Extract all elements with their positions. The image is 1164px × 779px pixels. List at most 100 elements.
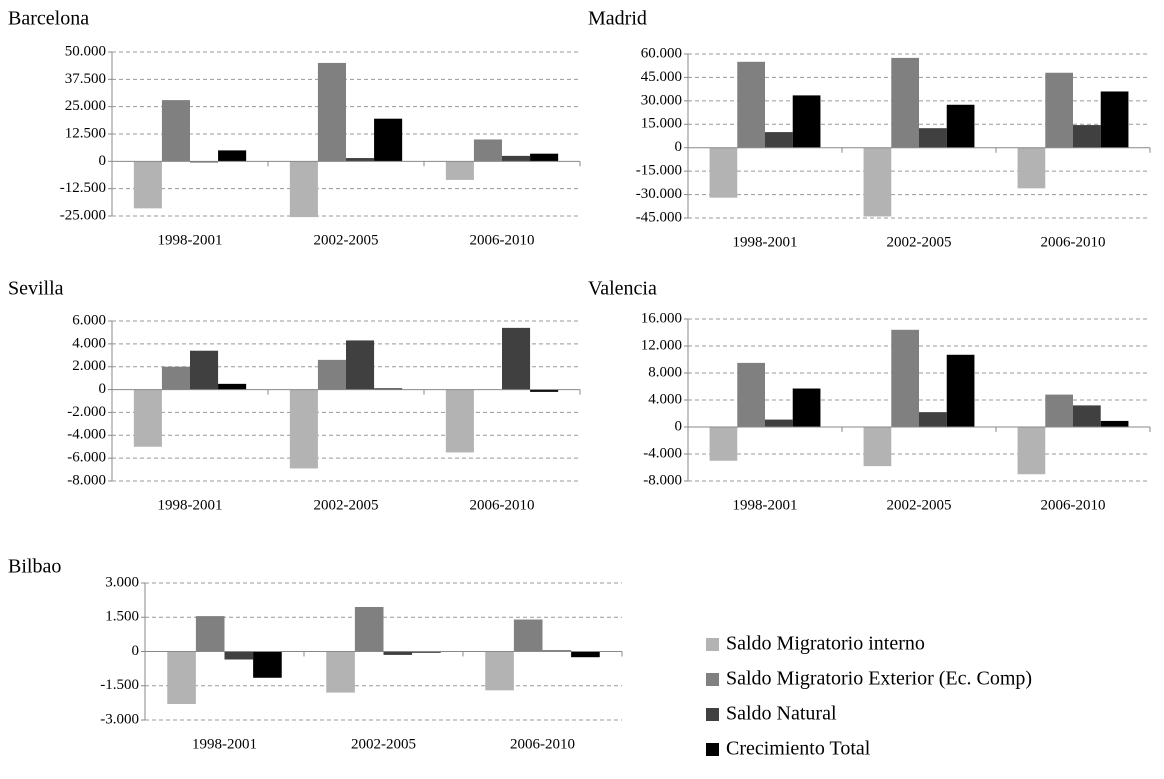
bar xyxy=(1073,405,1101,427)
legend-swatch xyxy=(706,638,719,651)
legend-label: Saldo Migratorio Exterior (Ec. Comp) xyxy=(726,668,1032,690)
bar xyxy=(513,619,543,652)
bar xyxy=(891,329,919,427)
y-tick-label: 16.000 xyxy=(641,310,682,326)
chart-title: Valencia xyxy=(588,278,657,300)
bar xyxy=(571,651,600,658)
bar xyxy=(195,616,225,652)
y-tick-label: 4.000 xyxy=(648,391,682,407)
y-tick-label: 0 xyxy=(99,381,107,397)
y-tick-label: 12.500 xyxy=(65,125,106,141)
x-tick-label: 1998-2001 xyxy=(158,232,223,248)
bar xyxy=(737,362,765,427)
bar xyxy=(1045,394,1073,427)
x-tick-label: 2006-2010 xyxy=(470,497,535,513)
y-tick-label: -30.000 xyxy=(636,186,682,202)
chart-title: Bilbao xyxy=(8,556,61,578)
bar xyxy=(709,147,738,198)
bar xyxy=(289,389,318,469)
bar xyxy=(224,651,254,660)
bar xyxy=(445,389,474,453)
bar xyxy=(326,651,355,693)
bar xyxy=(133,389,162,447)
bar xyxy=(383,651,413,655)
bar xyxy=(765,419,793,427)
bar xyxy=(485,651,514,691)
bar xyxy=(792,388,821,427)
bar xyxy=(709,427,738,461)
x-tick-label: 1998-2001 xyxy=(733,234,798,250)
bar xyxy=(253,651,282,678)
x-tick-label: 2002-2005 xyxy=(887,497,952,513)
x-tick-label: 2006-2010 xyxy=(510,736,575,752)
y-tick-label: -2.000 xyxy=(67,404,106,420)
bar xyxy=(167,651,196,705)
bar xyxy=(946,354,975,427)
bar xyxy=(1017,427,1046,475)
x-tick-label: 2002-2005 xyxy=(887,234,952,250)
y-tick-label: 0 xyxy=(675,139,683,155)
bar xyxy=(946,104,975,148)
y-tick-label: 0 xyxy=(132,643,140,659)
bar xyxy=(919,412,947,427)
y-tick-label: 6.000 xyxy=(72,312,106,328)
y-tick-label: -12.500 xyxy=(60,180,106,196)
legend-swatch xyxy=(706,673,719,686)
bar xyxy=(792,95,821,148)
y-tick-label: 12.000 xyxy=(641,337,682,353)
y-tick-label: 15.000 xyxy=(641,116,682,132)
bar xyxy=(1017,147,1046,189)
y-tick-label: 60.000 xyxy=(641,45,682,61)
x-tick-label: 1998-2001 xyxy=(733,497,798,513)
y-tick-label: 0 xyxy=(675,418,683,434)
bar xyxy=(317,359,346,390)
bar xyxy=(346,340,375,390)
bar xyxy=(374,118,403,162)
x-tick-label: 2006-2010 xyxy=(1041,497,1106,513)
y-tick-label: 8.000 xyxy=(648,364,682,380)
y-tick-label: -15.000 xyxy=(636,163,682,179)
bar xyxy=(133,161,162,209)
y-tick-label: -6.000 xyxy=(67,450,106,466)
legend-swatch xyxy=(706,708,719,721)
y-tick-label: -8.000 xyxy=(643,472,682,488)
bar xyxy=(161,366,190,390)
y-tick-label: 2.000 xyxy=(72,358,106,374)
bar xyxy=(218,383,247,390)
bar xyxy=(412,651,441,653)
x-tick-label: 1998-2001 xyxy=(192,736,257,752)
bar xyxy=(289,161,318,218)
bar xyxy=(374,388,403,390)
y-tick-label: -3.000 xyxy=(100,711,139,727)
bar xyxy=(354,606,384,652)
bar xyxy=(863,147,892,217)
bar xyxy=(445,161,474,180)
bar xyxy=(161,100,190,162)
y-tick-label: 50.000 xyxy=(65,43,106,59)
bar xyxy=(530,153,559,162)
bar xyxy=(1100,420,1129,427)
bar xyxy=(346,158,375,162)
chart-title: Madrid xyxy=(588,8,647,30)
bar xyxy=(317,62,346,162)
y-tick-label: 25.000 xyxy=(65,98,106,114)
y-tick-label: -1.500 xyxy=(100,677,139,693)
y-tick-label: 45.000 xyxy=(641,69,682,85)
bar xyxy=(863,427,892,467)
bar xyxy=(542,650,572,652)
bar xyxy=(1045,72,1073,148)
legend-label: Saldo Natural xyxy=(726,703,837,725)
y-tick-label: 37.500 xyxy=(65,71,106,87)
chart-title: Sevilla xyxy=(8,278,64,300)
bar xyxy=(190,161,219,163)
y-tick-label: -45.000 xyxy=(636,209,682,225)
y-tick-label: 30.000 xyxy=(641,92,682,108)
bar xyxy=(190,350,219,390)
x-tick-label: 2006-2010 xyxy=(470,232,535,248)
bar xyxy=(473,139,502,162)
bar xyxy=(891,57,919,148)
y-tick-label: 4.000 xyxy=(72,335,106,351)
y-tick-label: -4.000 xyxy=(67,427,106,443)
y-tick-label: 3.000 xyxy=(105,574,139,590)
